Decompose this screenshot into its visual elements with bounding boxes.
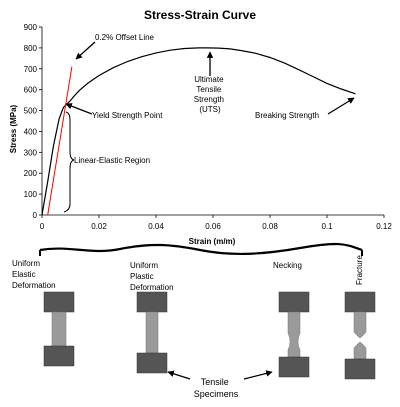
y-tick-label: 0 xyxy=(33,211,38,220)
y-tick-label: 900 xyxy=(24,23,38,32)
arrow-specimens-left xyxy=(167,370,191,380)
stage-label-elastic-line-3: Deformation xyxy=(12,281,56,290)
arrow-yield-strength xyxy=(65,103,93,115)
x-tick-label: 0.02 xyxy=(91,222,107,231)
stage-label-elastic-line-2: Elastic xyxy=(12,270,36,279)
y-tick-label: 600 xyxy=(24,86,38,95)
y-tick-label: 100 xyxy=(24,190,38,199)
annotation-uts-line-1: Ultimate xyxy=(194,75,224,84)
stage-label-plastic-line-2: Plastic xyxy=(130,272,154,281)
y-tick-label: 800 xyxy=(24,44,38,53)
linear-elastic-bracket xyxy=(63,111,75,213)
y-axis-title: Stress (MPa) xyxy=(9,104,18,153)
x-tick-label: 0 xyxy=(40,222,45,231)
annotation-yield-strength: Yield Strength Point xyxy=(92,111,163,120)
y-axis-ticks: 0 100 200 300 400 500 600 700 800 900 xyxy=(24,23,42,220)
y-tick-label: 700 xyxy=(24,65,38,74)
stage-label-elastic-line-1: Uniform xyxy=(12,259,40,268)
specimens-label-line-2: Specimens xyxy=(194,389,239,399)
specimens-label: Tensile Specimens xyxy=(194,377,239,399)
specimen-uniform-elastic xyxy=(43,291,75,367)
stress-strain-curve xyxy=(41,47,356,216)
specimen-uniform-plastic xyxy=(136,291,168,374)
annotation-uts-line-2: Tensile xyxy=(196,85,221,94)
arrow-offset-line xyxy=(75,41,96,60)
specimen-necking xyxy=(278,291,310,378)
stage-label-plastic-line-1: Uniform xyxy=(130,261,158,270)
x-axis-ticks: 0 0.02 0.04 0.06 0.08 0.1 0.12 xyxy=(40,215,392,231)
arrow-breaking-strength xyxy=(327,97,355,115)
x-tick-label: 0.06 xyxy=(205,222,221,231)
deformation-brace xyxy=(39,242,363,256)
offset-line xyxy=(47,66,73,216)
y-tick-label: 200 xyxy=(24,169,38,178)
annotation-linear-elastic: Linear-Elastic Region xyxy=(74,156,150,165)
chart-title: Stress-Strain Curve xyxy=(144,8,256,22)
stage-label-elastic: Uniform Elastic Deformation xyxy=(12,259,56,290)
arrow-specimens-right xyxy=(243,370,273,380)
x-tick-label: 0.1 xyxy=(321,222,333,231)
specimens-label-line-1: Tensile xyxy=(201,377,229,387)
x-tick-label: 0.08 xyxy=(262,222,278,231)
stage-label-plastic: Uniform Plastic Deformation xyxy=(130,261,174,292)
stage-label-fracture: Fracture xyxy=(355,255,364,285)
specimen-fracture xyxy=(344,291,376,380)
y-tick-label: 300 xyxy=(24,148,38,157)
annotation-uts: Ultimate Tensile Strength (UTS) xyxy=(194,75,226,114)
stage-label-necking: Necking xyxy=(273,261,302,270)
data-series xyxy=(41,47,356,216)
y-tick-label: 500 xyxy=(24,107,38,116)
y-tick-label: 400 xyxy=(24,127,38,136)
x-axis-title: Strain (m/m) xyxy=(189,237,236,246)
stage-label-plastic-line-3: Deformation xyxy=(130,283,174,292)
annotation-offset-line: 0.2% Offset Line xyxy=(95,33,155,42)
x-tick-label: 0.04 xyxy=(148,222,164,231)
annotation-breaking-strength: Breaking Strength xyxy=(255,111,319,120)
annotation-uts-line-4: (UTS) xyxy=(199,105,221,114)
annotation-uts-line-3: Strength xyxy=(194,95,224,104)
x-tick-label: 0.12 xyxy=(376,222,392,231)
